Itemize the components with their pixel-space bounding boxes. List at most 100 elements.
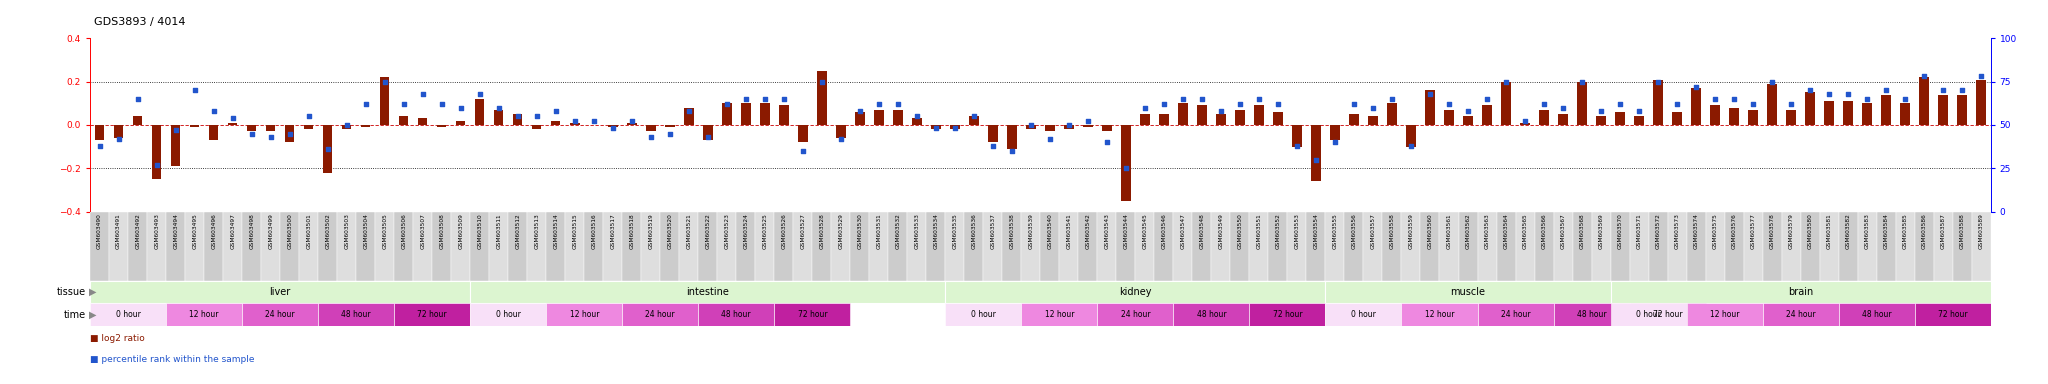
Bar — [1268, 212, 1288, 281]
Text: GSM603557: GSM603557 — [1370, 214, 1376, 250]
Bar — [1001, 212, 1022, 281]
Bar — [1235, 110, 1245, 125]
Text: brain: brain — [1788, 287, 1812, 297]
Point — [84, 143, 117, 149]
Bar — [1407, 125, 1415, 147]
Bar — [836, 125, 846, 138]
Bar — [471, 281, 946, 303]
Text: 12 hour: 12 hour — [1044, 310, 1073, 319]
Bar — [1444, 110, 1454, 125]
Text: intestine: intestine — [686, 287, 729, 297]
Text: GSM603523: GSM603523 — [725, 214, 729, 250]
Text: GSM603525: GSM603525 — [762, 214, 768, 250]
Text: GSM603541: GSM603541 — [1067, 214, 1071, 249]
Text: GSM603565: GSM603565 — [1522, 214, 1528, 249]
Text: GSM603545: GSM603545 — [1143, 214, 1147, 250]
Bar — [90, 212, 109, 281]
Text: ■ percentile rank within the sample: ■ percentile rank within the sample — [90, 355, 254, 364]
Bar — [432, 212, 451, 281]
Bar — [1425, 90, 1436, 125]
Bar — [242, 212, 262, 281]
Text: GSM603490: GSM603490 — [96, 214, 102, 250]
Point — [1262, 101, 1294, 107]
Text: GSM603517: GSM603517 — [610, 214, 614, 249]
Point — [102, 136, 135, 142]
Point — [825, 136, 858, 142]
Bar — [457, 121, 465, 125]
Point — [1434, 101, 1466, 107]
Text: GSM603492: GSM603492 — [135, 214, 139, 250]
Bar — [1749, 110, 1757, 125]
Bar — [1819, 212, 1839, 281]
Bar — [1653, 79, 1663, 125]
Bar — [1591, 212, 1610, 281]
Text: GSM603501: GSM603501 — [305, 214, 311, 249]
Text: liver: liver — [270, 287, 291, 297]
Bar — [1307, 212, 1325, 281]
Bar — [1534, 212, 1554, 281]
Text: 24 hour: 24 hour — [645, 310, 676, 319]
Bar — [1800, 212, 1819, 281]
Bar — [227, 123, 238, 125]
Bar — [1497, 212, 1516, 281]
Bar — [436, 125, 446, 127]
Bar — [932, 125, 940, 129]
Bar — [115, 125, 123, 138]
Text: GSM603553: GSM603553 — [1294, 214, 1300, 250]
Point — [614, 118, 647, 124]
Point — [1737, 101, 1769, 107]
Bar — [317, 212, 338, 281]
Bar — [90, 281, 471, 303]
Point — [1452, 108, 1485, 114]
Bar — [737, 212, 756, 281]
Bar — [698, 212, 717, 281]
Text: GSM603559: GSM603559 — [1409, 214, 1413, 250]
Text: GSM603561: GSM603561 — [1446, 214, 1452, 249]
Bar — [1192, 212, 1212, 281]
Bar — [262, 212, 281, 281]
Bar — [774, 212, 793, 281]
Text: GSM603582: GSM603582 — [1845, 214, 1851, 250]
Bar — [381, 77, 389, 125]
Point — [1622, 108, 1655, 114]
Point — [748, 96, 780, 102]
Point — [236, 131, 268, 137]
Text: 12 hour: 12 hour — [569, 310, 598, 319]
Bar — [1026, 125, 1036, 129]
Bar — [1325, 212, 1343, 281]
Point — [197, 108, 229, 114]
Text: GSM603564: GSM603564 — [1503, 214, 1509, 249]
Bar — [1288, 212, 1307, 281]
Text: GSM603522: GSM603522 — [705, 214, 711, 250]
Bar — [1915, 303, 1991, 326]
Bar — [868, 212, 889, 281]
Point — [463, 91, 496, 97]
Point — [711, 101, 743, 107]
Text: 0 hour: 0 hour — [496, 310, 520, 319]
Bar — [281, 212, 299, 281]
Point — [1053, 122, 1085, 128]
Bar — [532, 125, 541, 129]
Bar — [1141, 114, 1149, 125]
Bar — [129, 212, 147, 281]
Point — [330, 122, 362, 128]
Point — [139, 162, 172, 168]
Point — [1909, 73, 1942, 79]
Bar — [299, 212, 317, 281]
Text: kidney: kidney — [1118, 287, 1151, 297]
Bar — [94, 125, 104, 140]
Text: 72 hour: 72 hour — [1937, 310, 1968, 319]
Bar — [817, 71, 827, 125]
Point — [350, 101, 383, 107]
Point — [1186, 96, 1219, 102]
Point — [768, 96, 801, 102]
Bar — [756, 212, 774, 281]
Bar — [1743, 212, 1763, 281]
Bar — [399, 116, 408, 125]
Text: GSM603536: GSM603536 — [971, 214, 977, 249]
Point — [901, 113, 934, 119]
Bar — [1972, 212, 1991, 281]
Bar — [760, 103, 770, 125]
Point — [502, 113, 535, 119]
Text: GSM603521: GSM603521 — [686, 214, 692, 249]
